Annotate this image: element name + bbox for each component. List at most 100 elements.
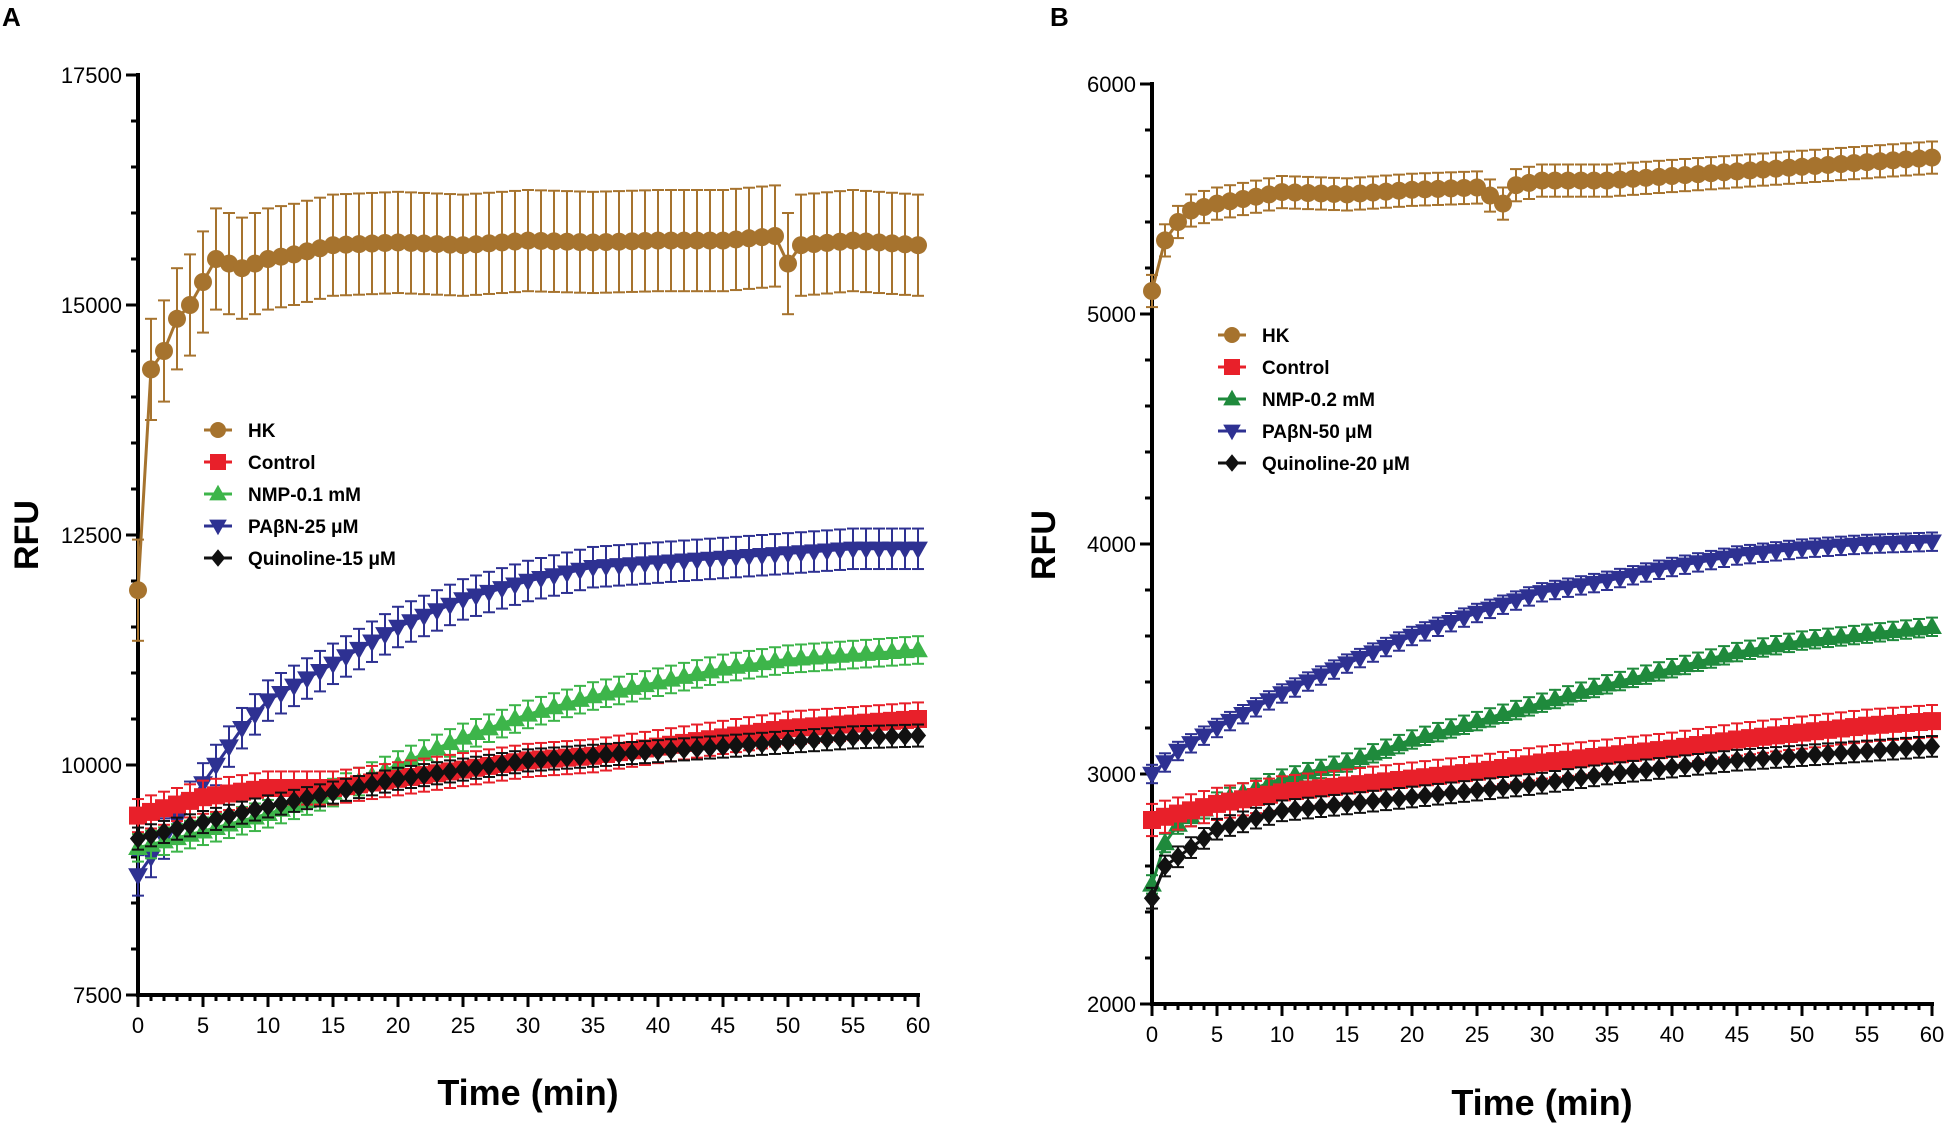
data-point [1753,545,1773,564]
data-point [649,231,667,250]
data-point [467,757,485,778]
x-tick-label: 10 [1270,1022,1294,1047]
data-point [662,231,680,250]
x-tick-label: 5 [197,1013,209,1038]
data-point [1299,184,1317,203]
data-point [557,565,577,584]
data-point [337,235,355,254]
x-tick-label: 15 [321,1013,345,1038]
data-point [1168,743,1188,762]
data-point [1246,700,1266,718]
data-point [1337,656,1357,674]
data-point [1741,749,1759,770]
data-point [363,774,381,795]
data-point [908,541,928,560]
data-point [415,234,433,253]
data-point [895,541,915,560]
data-point [1546,171,1564,190]
data-point [1467,605,1487,624]
data-point [662,740,680,761]
data-point [739,548,759,567]
legend-marker [1223,424,1241,441]
x-tick-label: 30 [516,1013,540,1038]
data-point [791,647,811,666]
data-point [883,234,901,253]
data-point [1468,178,1486,197]
data-point [740,229,758,248]
data-point [519,231,537,250]
legend-item: PAβN-50 μM [1218,422,1373,443]
legend-item: HK [1218,326,1290,347]
data-point [818,233,836,252]
legend: HK Control NMP-0.1 mM PAβN-25 μM Quinoline-1… [204,421,396,570]
data-point [857,727,875,747]
legend-item: Control [1218,358,1330,379]
legend-item: PAβN-25 μM [204,517,359,538]
data-point [1169,213,1187,231]
data-point [1871,152,1889,171]
data-point [1286,799,1304,820]
data-point [1871,740,1889,760]
data-point [1299,798,1317,818]
data-point [804,647,824,665]
data-point [1428,619,1448,638]
data-point [1442,179,1460,198]
data-point [1350,650,1370,669]
data-point [1351,184,1369,203]
data-point [1220,713,1240,732]
data-point [1675,557,1695,576]
data-point [844,231,862,250]
y-tick-label: 17500 [61,63,122,88]
legend-label: NMP-0.1 mM [248,485,361,506]
data-point [1832,742,1850,763]
data-point [909,725,927,746]
panel-letter: B [1050,2,1069,32]
data-point [1338,185,1356,204]
data-point [492,713,512,731]
x-tick-label: 40 [646,1013,670,1038]
data-point [1676,755,1694,776]
data-point [233,802,251,823]
data-point [1650,167,1668,186]
data-point [415,765,433,786]
data-point [1481,778,1499,799]
data-point [804,544,824,562]
data-point [713,550,733,569]
data-point [1506,593,1526,611]
data-point [440,732,460,751]
data-point [622,557,642,575]
data-point [896,726,914,746]
data-point [1766,544,1786,562]
x-tick-label: 5 [1211,1022,1223,1047]
data-point [1442,782,1460,803]
data-point [817,646,837,664]
data-point [1637,168,1655,187]
data-point [1727,548,1747,566]
data-point [1143,282,1161,300]
data-point [1403,787,1421,807]
data-point [1441,615,1461,633]
data-point [272,793,290,814]
data-point [1858,153,1876,172]
y-axis-title: RFU [8,500,46,570]
data-point [1598,171,1616,190]
legend-label: Quinoline-20 μM [1262,454,1410,475]
data-point [1532,585,1552,603]
data-point [1376,738,1396,756]
data-point [220,805,238,826]
data-point [1611,762,1629,783]
data-point [831,232,849,251]
data-point [1922,616,1942,634]
legend-marker [1224,454,1240,472]
data-point [610,232,628,251]
y-axis-title: RFU [1025,510,1063,580]
data-point [284,678,304,697]
data-point [1585,171,1603,190]
data-point [532,749,550,770]
data-point [375,627,395,645]
data-point [753,733,771,754]
legend-marker [210,422,226,438]
panel-b: B 2000 3000 4000 5000 6000 0 5 10 15 20 25 30 35 40 45 5… [1025,2,1944,1123]
series-hk [1143,140,1941,309]
data-point [454,759,472,780]
